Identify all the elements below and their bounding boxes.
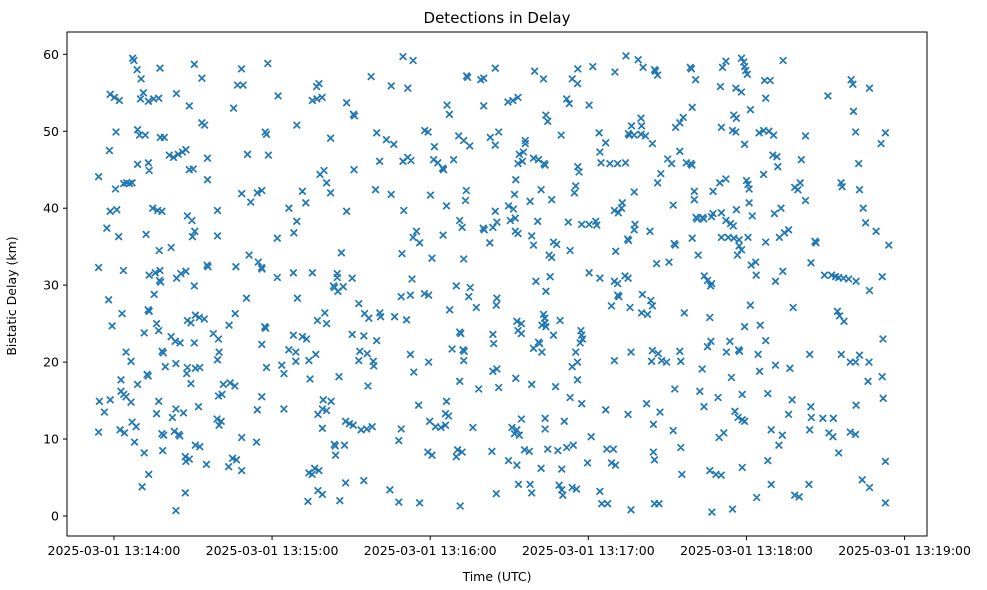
- y-tick-label: 20: [43, 355, 59, 370]
- y-tick-label: 10: [43, 432, 59, 447]
- y-tick-label: 30: [43, 278, 59, 293]
- plot-border: [66, 31, 928, 537]
- x-tick-label: 2025-03-01 13:14:00: [48, 543, 181, 558]
- axes: 2025-03-01 13:14:00 2025-03-01 13:15:00 20…: [43, 31, 971, 558]
- data-point-markers: [94, 51, 893, 517]
- y-tick-label: 60: [43, 47, 59, 62]
- y-tick-label: 0: [51, 508, 59, 523]
- x-tick-label: 2025-03-01 13:19:00: [838, 543, 971, 558]
- y-tick-label: 40: [43, 201, 59, 216]
- scatter-markers: [94, 51, 893, 517]
- y-axis-label: Bistatic Delay (km): [4, 236, 19, 355]
- y-tick-label: 50: [43, 124, 59, 139]
- chart-title: Detections in Delay: [424, 9, 571, 27]
- x-tick-label: 2025-03-01 13:18:00: [680, 543, 813, 558]
- x-axis-label: Time (UTC): [461, 569, 531, 584]
- x-tick-label: 2025-03-01 13:17:00: [522, 543, 655, 558]
- x-tick-label: 2025-03-01 13:15:00: [206, 543, 339, 558]
- x-tick-label: 2025-03-01 13:16:00: [364, 543, 497, 558]
